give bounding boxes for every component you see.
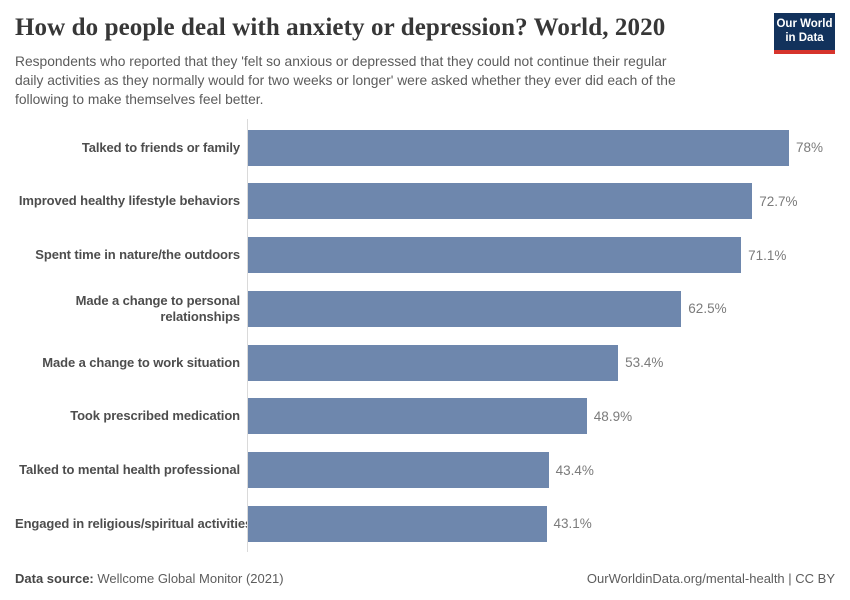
bar-row: Talked to friends or family 78% [15,121,850,175]
chart-header: How do people deal with anxiety or depre… [0,0,850,109]
bar [247,505,547,542]
owid-logo-line2: in Data [785,32,824,45]
owid-logo-line1: Our World [776,18,833,30]
bar [247,344,619,381]
subtitle-line-1: Respondents who reported that they 'felt… [15,53,667,69]
bar-row: Took prescribed medication 48.9% [15,390,850,444]
owid-logo: Our World in Data [774,13,835,54]
category-label: Talked to mental health professional [19,462,240,478]
bar [247,237,742,274]
category-label: Talked to friends or family [81,139,240,155]
bar-row: Spent time in nature/the outdoors 71.1% [15,228,850,282]
bar [247,129,789,166]
owid-logo-red-bar [774,49,835,54]
category-label: Improved healthy lifestyle behaviors [18,193,240,209]
bar-row: Engaged in religious/spiritual activitie… [15,497,850,551]
category-label: Made a change to work situation [42,354,240,370]
chart-footer: Data source: Wellcome Global Monitor (20… [15,571,835,586]
bar-area: 78% [247,121,850,175]
data-source-label: Data source: [15,571,94,586]
bar [247,452,549,489]
chart-subtitle: Respondents who reported that they 'felt… [15,52,755,109]
category-label: Spent time in nature/the outdoors [35,247,240,263]
bar-row: Made a change to personal relationships … [15,282,850,336]
value-label: 72.7% [759,193,798,209]
bar-area: 72.7% [247,175,850,229]
value-label: 78% [796,140,824,156]
value-label: 43.1% [553,516,592,532]
bar-area: 43.4% [247,443,850,497]
owid-logo-box: Our World in Data [774,13,835,50]
bar-area: 62.5% [247,282,850,336]
bar-area: 43.1% [247,497,850,551]
subtitle-line-2: daily activities as they normally would … [15,72,676,88]
category-label: Took prescribed medication [70,408,240,424]
chart-title: How do people deal with anxiety or depre… [15,14,666,41]
bar [247,290,682,327]
y-axis-line [247,118,248,552]
value-label: 62.5% [688,301,727,317]
horizontal-bar-chart: Talked to friends or family 78% Improved… [15,118,850,552]
bar [247,183,753,220]
bar-row: Improved healthy lifestyle behaviors 72.… [15,175,850,229]
bar-rows: Talked to friends or family 78% Improved… [15,121,850,551]
attribution-text: OurWorldinData.org/mental-health | CC BY [586,571,835,586]
bar-area: 71.1% [247,228,850,282]
bar-row: Talked to mental health professional 43.… [15,443,850,497]
value-label: 43.4% [555,462,594,478]
value-label: 71.1% [748,247,787,263]
value-label: 53.4% [625,355,664,371]
subtitle-line-3: following to make themselves feel better… [15,91,264,107]
value-label: 48.9% [593,408,633,424]
category-label: Made a change to personal relationships [75,292,240,324]
bar [247,398,587,435]
bar-area: 48.9% [247,390,850,444]
bar-row: Made a change to work situation 53.4% [15,336,850,390]
bar-area: 53.4% [247,336,850,390]
data-source-value: Wellcome Global Monitor (2021) [97,571,284,586]
data-source: Data source: Wellcome Global Monitor (20… [15,571,284,586]
category-label: Engaged in religious/spiritual activitie… [15,515,253,531]
